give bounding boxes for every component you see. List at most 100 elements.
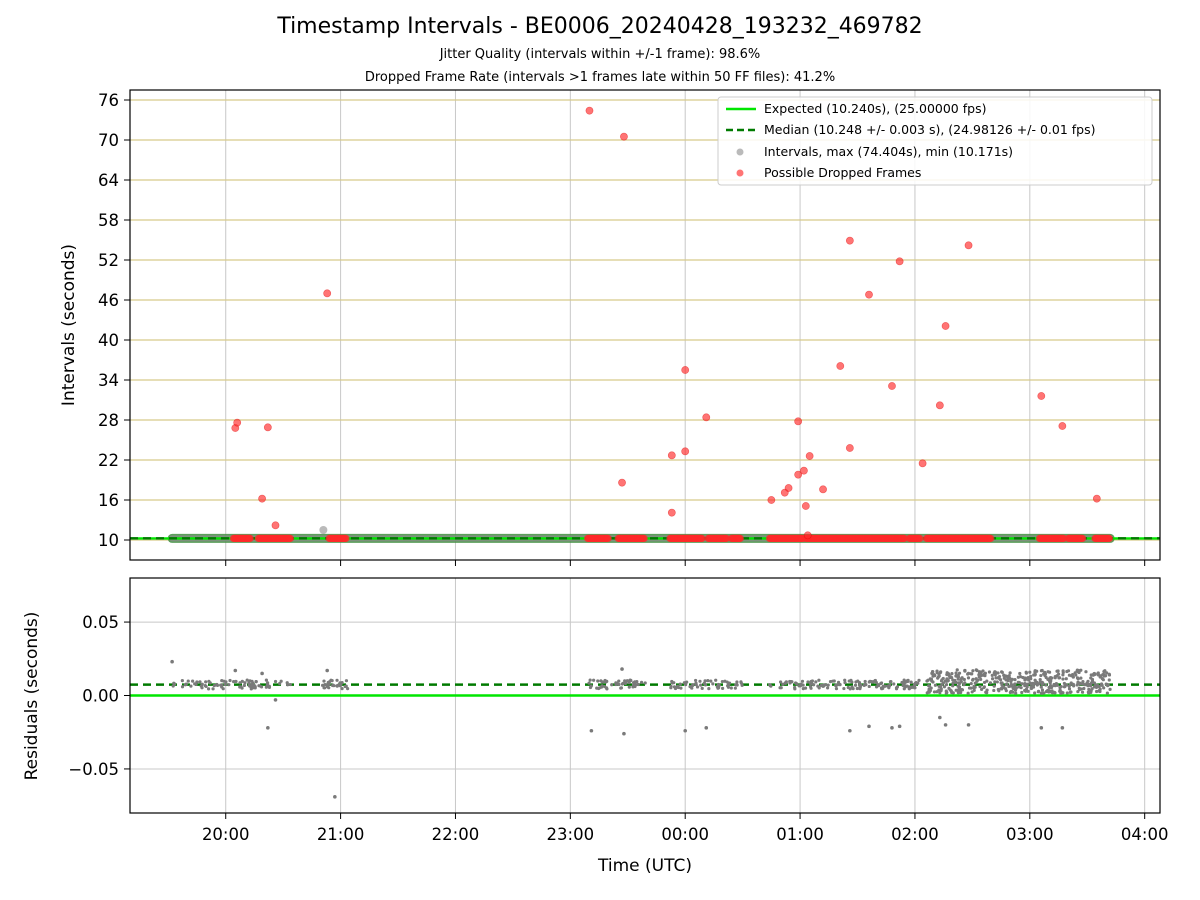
residual-point — [993, 680, 997, 684]
residual-point — [1067, 684, 1071, 688]
residual-point — [1013, 678, 1017, 682]
residual-point — [980, 687, 984, 692]
residual-point — [1076, 681, 1080, 685]
residual-point — [863, 679, 867, 684]
residual-point — [639, 680, 644, 684]
residual-point — [245, 678, 249, 682]
residual-point — [327, 682, 331, 686]
dropped-frame-point — [895, 257, 904, 266]
residual-point — [956, 691, 960, 695]
residual-point — [1046, 670, 1050, 674]
residual-point — [979, 677, 983, 682]
residual-point — [633, 682, 637, 686]
intervals-y-tick-label: 28 — [98, 411, 119, 430]
residual-point — [1033, 673, 1037, 677]
residual-point — [617, 679, 621, 683]
residual-point — [675, 684, 680, 688]
residual-point — [939, 670, 943, 674]
residual-point — [599, 685, 604, 689]
residual-point — [320, 683, 325, 687]
residual-point — [264, 678, 268, 682]
residual-point — [617, 682, 621, 687]
residual-point — [879, 682, 883, 686]
dropped-frame-point — [246, 534, 254, 543]
residual-point — [333, 795, 337, 799]
residual-point — [928, 677, 932, 681]
residuals-panel: 20:00 21:00 22:00 23:00 00:00 01:00 02:00 03:00… — [68, 577, 1169, 844]
residual-point — [856, 679, 860, 683]
residual-point — [1017, 680, 1021, 685]
residual-point — [834, 684, 838, 688]
residual-point — [1094, 684, 1098, 688]
residual-point — [1035, 683, 1039, 687]
dropped-frame-point — [784, 484, 793, 492]
residual-point — [935, 690, 939, 694]
dropped-frame-point — [1079, 534, 1087, 543]
residual-point — [735, 680, 739, 684]
intervals-y-tick-label: 40 — [98, 331, 119, 350]
residual-point — [726, 685, 731, 689]
residual-point — [328, 680, 332, 684]
residual-point — [619, 686, 624, 690]
residual-point — [1043, 670, 1047, 674]
residual-point — [945, 677, 949, 681]
residual-point — [784, 680, 788, 684]
residual-point — [959, 690, 963, 695]
residual-point — [1065, 669, 1069, 674]
residual-point — [273, 679, 278, 684]
dropped-frame-point — [698, 534, 706, 543]
residual-point — [683, 728, 688, 733]
residual-point — [950, 675, 954, 680]
residual-point — [969, 686, 973, 690]
residual-point — [970, 672, 974, 676]
residual-point — [935, 669, 939, 673]
residual-point — [977, 671, 982, 675]
intervals-y-tick-label: 34 — [98, 371, 119, 390]
residual-point — [1025, 685, 1029, 689]
residual-point — [251, 686, 255, 690]
residual-point — [257, 684, 261, 688]
residual-point — [1004, 682, 1008, 687]
dropped-frame-point — [836, 362, 845, 370]
residual-point — [198, 680, 202, 684]
residual-point — [678, 682, 682, 686]
residual-point — [981, 669, 985, 673]
residual-point — [992, 688, 996, 693]
residual-point — [907, 685, 911, 689]
residual-point — [1001, 685, 1005, 689]
time-x-tick-label: 20:00 — [202, 825, 250, 844]
intervals-y-tick-label: 76 — [98, 91, 119, 110]
residual-point — [1055, 683, 1059, 687]
intervals-point — [319, 526, 328, 534]
time-x-tick-label: 04:00 — [1121, 825, 1169, 844]
residual-point — [288, 682, 292, 687]
residual-point — [944, 683, 949, 687]
residual-point — [1089, 673, 1093, 677]
residual-point — [1079, 676, 1083, 680]
residual-point — [726, 683, 731, 687]
residual-point — [1098, 689, 1102, 694]
intervals-y-tick-label: 22 — [98, 451, 119, 470]
residual-point — [853, 683, 858, 687]
dropped-frame-point — [845, 444, 854, 452]
residual-point — [988, 681, 993, 685]
residual-point — [1033, 691, 1037, 695]
legend-intervals-swatch — [736, 148, 744, 156]
residual-point — [1029, 682, 1033, 686]
residual-point — [963, 669, 967, 673]
residual-point — [1076, 690, 1080, 694]
residual-point — [850, 685, 854, 689]
residual-point — [699, 683, 703, 687]
residual-point — [1070, 672, 1075, 677]
residual-point — [930, 669, 935, 674]
residual-point — [808, 685, 813, 689]
residual-point — [997, 689, 1001, 693]
residual-point — [1009, 690, 1013, 694]
dropped-frame-point — [865, 290, 873, 299]
residual-point — [714, 678, 718, 682]
residual-point — [1105, 671, 1109, 675]
residual-point — [605, 679, 609, 683]
residual-point — [1010, 683, 1015, 687]
residual-point — [992, 684, 996, 688]
residual-point — [172, 681, 176, 685]
